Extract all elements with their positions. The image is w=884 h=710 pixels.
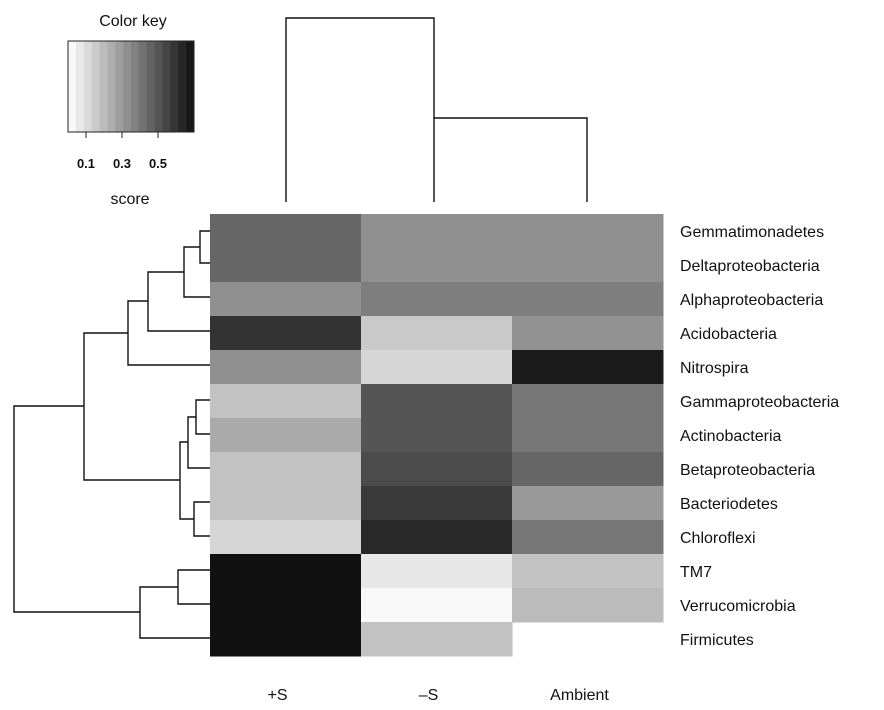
row-label-nitrospira: Nitrospira — [680, 360, 749, 377]
color-key-step — [186, 41, 195, 132]
color-key-step — [170, 41, 179, 132]
heatmap-cell-chloroflexi-2 — [361, 520, 513, 555]
color-key-title: Color key — [99, 13, 167, 30]
column-labels: +S –S Ambient — [267, 687, 609, 704]
row-label-betaproteobacteria: Betaproteobacteria — [680, 462, 815, 479]
heatmap-cell-alphaproteobacteria-1 — [210, 282, 362, 317]
heatmap-cell-deltaproteobacteria-3 — [512, 248, 664, 283]
row-dendro-firm — [139, 586, 210, 639]
color-key-frame — [67, 40, 195, 133]
row-dendro-alpha — [183, 246, 210, 298]
heatmap-cell-betaproteobacteria-2 — [361, 452, 513, 487]
color-key-tick-label: 0.5 — [149, 156, 167, 171]
col-dendro-branch-pair — [433, 117, 588, 202]
color-key-tick-label: 0.3 — [113, 156, 131, 171]
color-key-step — [68, 41, 77, 132]
row-label-deltaproteobacteria: Deltaproteobacteria — [680, 258, 820, 275]
row-label-acidobacteria: Acidobacteria — [680, 326, 777, 343]
row-label-gammaproteobacteria: Gammaproteobacteria — [680, 394, 839, 411]
column-label-3: Ambient — [550, 687, 609, 704]
heatmap-cell-chloroflexi-3 — [512, 520, 664, 555]
row-dendro-upper — [83, 332, 180, 481]
row-dendro-nitro — [127, 300, 210, 366]
column-label-2: –S — [419, 687, 439, 704]
row-label-bacteriodetes: Bacteriodetes — [680, 496, 778, 513]
heatmap-cell-betaproteobacteria-3 — [512, 452, 664, 487]
heatmap-cells — [210, 214, 664, 657]
heatmap-cell-nitrospira-2 — [361, 350, 513, 385]
color-key-tick-label: 0.1 — [77, 156, 95, 171]
row-dendro-gem-delta — [199, 230, 210, 264]
heatmap-cell-betaproteobacteria-1 — [210, 452, 362, 487]
column-label-1: +S — [267, 687, 287, 704]
color-key: Color key 0.1 0.3 0.5 score — [67, 13, 195, 208]
color-key-step — [75, 41, 85, 132]
color-key-step — [83, 41, 92, 132]
heatmap-cell-tm7-3 — [512, 554, 664, 589]
heatmap-cell-acidobacteria-3 — [512, 316, 664, 351]
heatmap-cell-firmicutes-1 — [210, 622, 362, 657]
heatmap-cell-actinobacteria-3 — [512, 418, 664, 453]
heatmap-cell-bacteriodetes-2 — [361, 486, 513, 521]
col-dendro-branch-top — [285, 17, 435, 202]
color-key-step — [138, 41, 148, 132]
row-dendro-bact-chloro — [193, 501, 210, 537]
color-key-step — [162, 41, 171, 132]
row-dendro-gamma-actino — [195, 399, 210, 435]
color-key-step — [131, 41, 140, 132]
heatmap-cell-bacteriodetes-1 — [210, 486, 362, 521]
row-dendro-mid-group — [179, 441, 194, 520]
color-key-step — [115, 41, 124, 132]
heatmap-cell-gemmatimonadetes-3 — [512, 214, 664, 249]
row-dendro-beta — [187, 416, 210, 469]
heatmap-cell-firmicutes-2 — [361, 622, 513, 657]
heatmap-cell-gammaproteobacteria-2 — [361, 384, 513, 419]
heatmap-cell-deltaproteobacteria-1 — [210, 248, 362, 283]
row-label-alphaproteobacteria: Alphaproteobacteria — [680, 292, 823, 309]
heatmap-cell-alphaproteobacteria-2 — [361, 282, 513, 317]
row-labels: Gemmatimonadetes Deltaproteobacteria Alpha… — [680, 224, 839, 649]
heatmap-cell-nitrospira-1 — [210, 350, 362, 385]
color-key-step — [178, 41, 187, 132]
color-key-ticks: 0.1 0.3 0.5 — [77, 132, 167, 171]
row-dendro-root — [13, 405, 140, 613]
column-dendrogram — [285, 17, 588, 202]
heatmap-cell-tm7-1 — [210, 554, 362, 589]
color-key-label: score — [110, 191, 149, 208]
row-dendrogram — [13, 230, 210, 639]
color-key-step — [154, 41, 163, 132]
heatmap-cell-verrucomicrobia-2 — [361, 588, 513, 623]
heatmap-cell-bacteriodetes-3 — [512, 486, 664, 521]
heatmap-cell-verrucomicrobia-3 — [512, 588, 664, 623]
color-key-step — [99, 41, 108, 132]
color-key-step — [123, 41, 132, 132]
heatmap-cell-tm7-2 — [361, 554, 513, 589]
row-label-verrucomicrobia: Verrucomicrobia — [680, 598, 796, 615]
heatmap-cell-gammaproteobacteria-3 — [512, 384, 664, 419]
heatmap-cell-actinobacteria-1 — [210, 418, 362, 453]
row-dendro-acido — [147, 271, 210, 332]
row-label-gemmatimonadetes: Gemmatimonadetes — [680, 224, 824, 241]
heatmap-cell-chloroflexi-1 — [210, 520, 362, 555]
heatmap-cell-alphaproteobacteria-3 — [512, 282, 664, 317]
heatmap-cell-actinobacteria-2 — [361, 418, 513, 453]
row-label-actinobacteria: Actinobacteria — [680, 428, 781, 445]
heatmap-cell-gemmatimonadetes-2 — [361, 214, 513, 249]
heatmap-cell-verrucomicrobia-1 — [210, 588, 362, 623]
heatmap-cell-gammaproteobacteria-1 — [210, 384, 362, 419]
row-label-firmicutes: Firmicutes — [680, 632, 754, 649]
heatmap-cell-acidobacteria-2 — [361, 316, 513, 351]
heatmap-cell-deltaproteobacteria-2 — [361, 248, 513, 283]
row-dendro-tm7-verru — [177, 569, 210, 605]
color-key-step — [107, 41, 116, 132]
color-key-step — [146, 41, 155, 132]
row-label-tm7: TM7 — [680, 564, 712, 581]
heatmap-cell-acidobacteria-1 — [210, 316, 362, 351]
color-key-step — [91, 41, 100, 132]
heatmap-cell-gemmatimonadetes-1 — [210, 214, 362, 249]
row-label-chloroflexi: Chloroflexi — [680, 530, 756, 547]
heatmap-cell-nitrospira-3 — [512, 350, 664, 385]
color-key-gradient — [68, 41, 195, 132]
